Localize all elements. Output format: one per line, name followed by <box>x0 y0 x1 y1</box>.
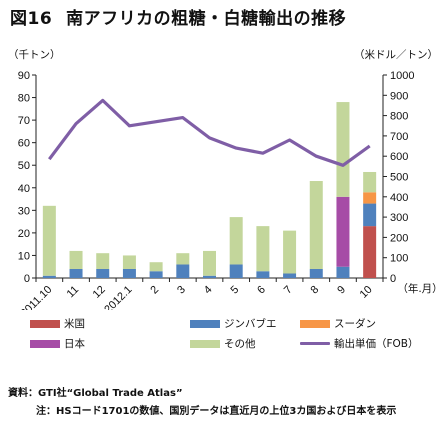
legend-label: 日本 <box>64 338 85 350</box>
legend-swatch <box>190 319 220 328</box>
legend-swatch <box>300 342 330 345</box>
bar-segment <box>283 230 297 274</box>
bar-segment <box>203 275 216 278</box>
bar-segment <box>283 273 297 278</box>
bar-segment <box>149 262 163 272</box>
bar-segment <box>363 171 377 193</box>
left-tick-label: 40 <box>18 183 30 195</box>
x-tick-label: 10 <box>358 284 375 301</box>
legend-swatch <box>30 319 60 328</box>
bar-segment <box>96 268 110 278</box>
bar-segment <box>256 226 270 272</box>
right-tick-label: 700 <box>390 131 408 143</box>
legend-label: ジンバブエ <box>224 318 277 330</box>
left-tick-label: 60 <box>18 138 30 150</box>
x-tick-label: 9 <box>335 284 348 297</box>
price-line <box>48 98 371 167</box>
bar-segment <box>363 203 377 227</box>
legend-swatch <box>300 319 330 328</box>
left-tick-label: 70 <box>18 115 30 127</box>
right-tick-label: 600 <box>390 151 408 163</box>
legend-item: 日本 <box>30 336 85 351</box>
source-text: 資料：GTI社“Global Trade Atlas” <box>8 388 183 399</box>
bar-segment <box>309 181 323 269</box>
x-tick-label: 7 <box>282 284 295 297</box>
right-tick-label: 300 <box>390 212 408 224</box>
left-tick-label: 20 <box>18 228 30 240</box>
x-tick-label: 2 <box>148 284 161 297</box>
bar-segment <box>256 271 270 278</box>
legend-label: 輸出単価（FOB） <box>334 338 419 350</box>
bar-segment <box>229 217 243 265</box>
bar-segment <box>122 255 136 269</box>
legend-swatch <box>190 339 220 348</box>
left-tick-label: 30 <box>18 205 30 217</box>
left-tick-label: 10 <box>18 250 30 262</box>
legend-label: その他 <box>224 338 256 350</box>
x-tick-label: 8 <box>309 284 322 297</box>
note-text: 注：HSコード1701の数値、国別データは直近月の上位3カ国および日本を表示 <box>36 406 397 417</box>
legend-item: その他 <box>190 336 256 351</box>
bar-segment <box>69 268 83 278</box>
right-tick-label: 500 <box>390 172 408 184</box>
bar-segment <box>122 268 136 278</box>
bar-segment <box>176 253 190 265</box>
bar-segment <box>336 266 350 278</box>
right-tick-label: 1000 <box>390 70 414 82</box>
right-tick-label: 200 <box>390 232 408 244</box>
left-tick-label: 80 <box>18 93 30 105</box>
chart-title: 図16 南アフリカの粗糖・白糖輸出の推移 <box>10 4 346 29</box>
right-tick-label: 400 <box>390 192 408 204</box>
chart-area: 0102030405060708090010020030040050060070… <box>18 70 443 310</box>
left-tick-label: 50 <box>18 160 30 172</box>
bar-segment <box>309 268 323 278</box>
bar-segment <box>203 250 216 276</box>
legend-item: ジンバブエ <box>190 316 277 331</box>
left-tick-label: 0 <box>24 273 30 285</box>
bar-segment <box>42 205 56 276</box>
legend-item: スーダン <box>300 316 376 331</box>
bar-segment <box>336 102 350 197</box>
bar-segment <box>363 192 377 204</box>
legend-item: 輸出単価（FOB） <box>300 336 419 351</box>
x-tick-label: 4 <box>202 284 215 297</box>
bar-segment <box>176 264 190 278</box>
x-tick-label: 11 <box>65 284 82 301</box>
x-tick-label: 12 <box>91 284 108 301</box>
x-tick-label: 2012.1 <box>102 284 134 310</box>
legend-label: 米国 <box>64 318 85 330</box>
bar-segment <box>149 271 163 278</box>
bar-segment <box>229 264 243 278</box>
x-tick-label: 5 <box>228 284 241 297</box>
x-axis-unit: （年.月） <box>397 282 442 295</box>
right-tick-label: 900 <box>390 90 408 102</box>
left-tick-label: 90 <box>18 70 30 82</box>
bar-segment <box>363 226 377 278</box>
bar-segment <box>96 253 110 269</box>
figure-title: 南アフリカの粗糖・白糖輸出の推移 <box>66 9 347 29</box>
x-tick-label: 2011.10 <box>18 284 54 310</box>
x-tick-label: 3 <box>175 284 188 297</box>
legend-item: 米国 <box>30 316 85 331</box>
right-tick-label: 100 <box>390 253 408 265</box>
bar-segment <box>69 250 83 269</box>
x-tick-label: 6 <box>255 284 268 297</box>
figure-number: 図16 <box>10 9 53 29</box>
right-axis-unit: （米ドル／トン） <box>354 49 438 61</box>
right-tick-label: 800 <box>390 111 408 123</box>
right-tick-label: 0 <box>390 273 396 285</box>
legend: 米国 ジンバブエ スーダン日本 その他 輸出単価（FOB） <box>0 308 446 368</box>
bar-segment <box>336 196 350 267</box>
bar-segment <box>42 275 56 278</box>
left-axis-unit: （千トン） <box>8 49 61 61</box>
legend-swatch <box>30 339 60 348</box>
legend-label: スーダン <box>334 318 376 330</box>
